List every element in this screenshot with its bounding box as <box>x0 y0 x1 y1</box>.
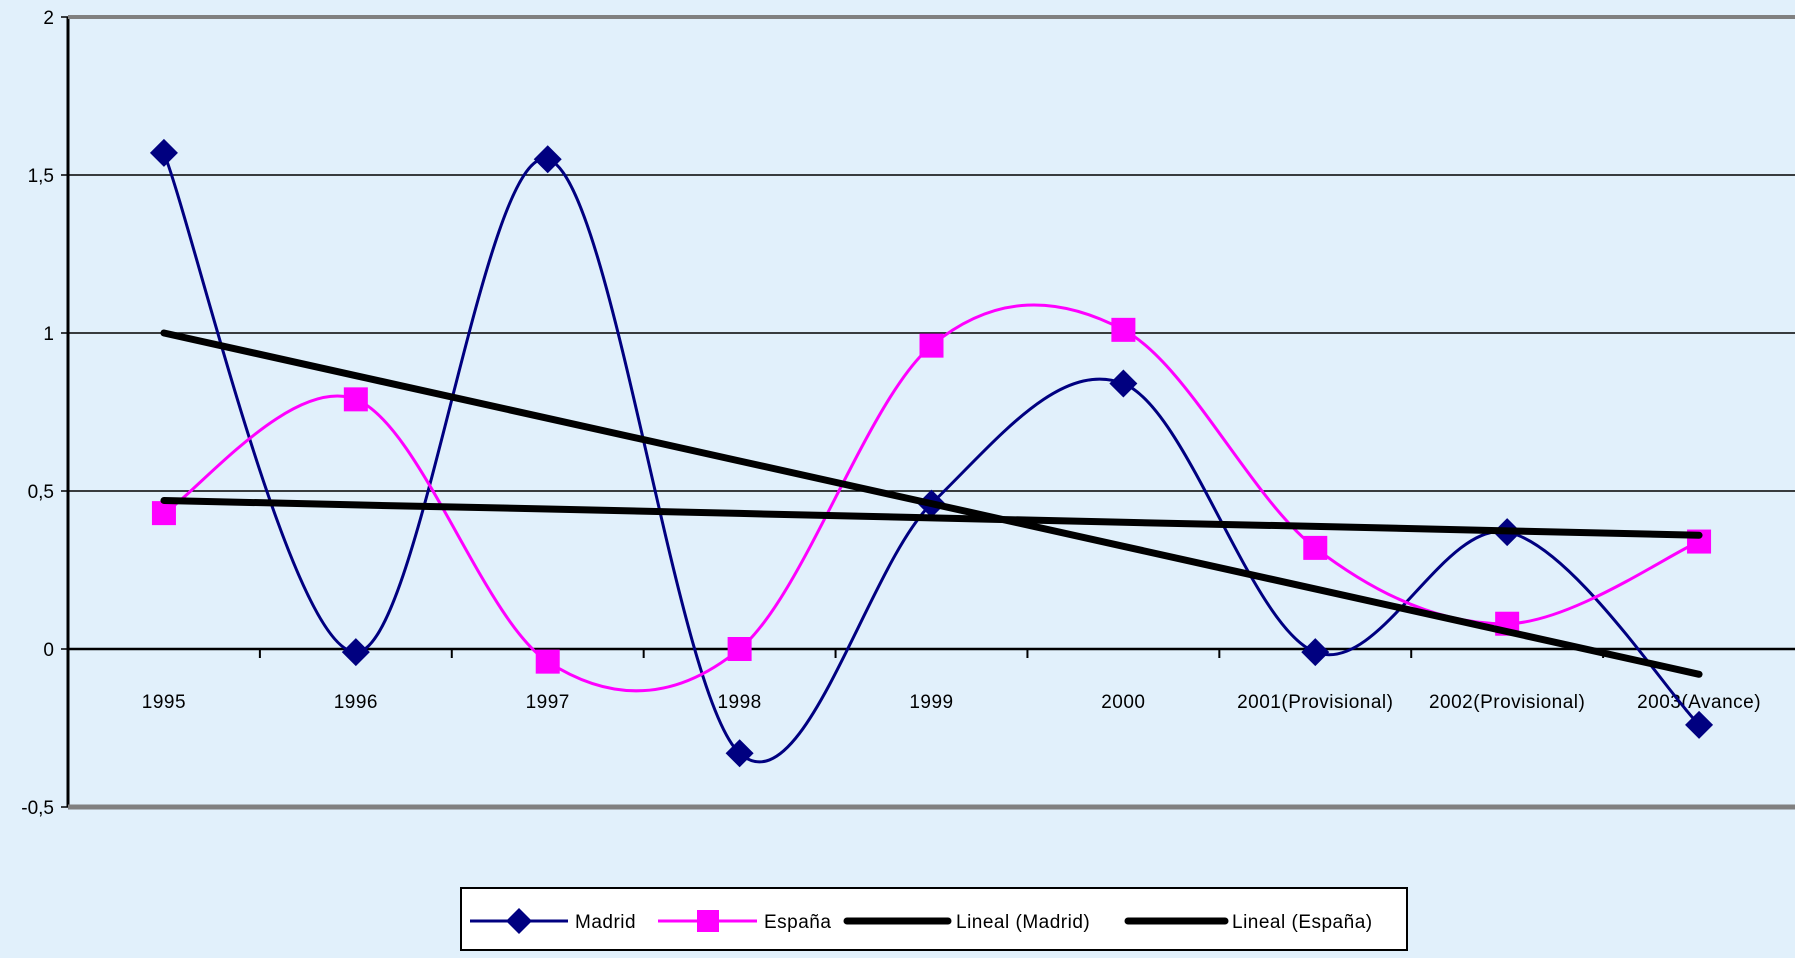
x-tick-label: 1997 <box>526 692 570 713</box>
data-point-espana <box>919 333 944 358</box>
y-tick-label: 0 <box>43 640 54 661</box>
x-tick-label: 1998 <box>717 692 761 713</box>
legend-label-espana: España <box>764 912 831 933</box>
x-tick-label: 1995 <box>142 692 186 713</box>
legend-label-lineal-madrid: Lineal (Madrid) <box>956 912 1090 933</box>
data-point-espana <box>727 637 752 661</box>
legend-item-lineal-espana: Lineal (España) <box>1124 912 1373 933</box>
data-point-madrid <box>533 145 562 174</box>
data-point-espana <box>343 387 368 412</box>
data-point-madrid <box>1685 710 1714 739</box>
y-tick-label: 2 <box>43 8 54 29</box>
x-tick-label: 2003(Avance) <box>1637 692 1761 713</box>
y-tick-label: 1 <box>43 324 54 345</box>
legend-label-madrid: Madrid <box>575 912 636 933</box>
data-point-madrid <box>725 739 754 768</box>
data-point-madrid <box>149 138 178 167</box>
data-point-espana <box>535 649 560 674</box>
x-tick-label: 2002(Provisional) <box>1429 692 1585 713</box>
data-point-madrid <box>341 638 370 667</box>
x-tick-label: 2001(Provisional) <box>1237 692 1393 713</box>
legend-item-madrid: Madrid <box>470 908 636 934</box>
data-point-madrid <box>1301 638 1330 667</box>
data-point-madrid <box>1109 369 1138 398</box>
data-point-espana <box>1303 535 1328 560</box>
x-tick-label: 1999 <box>909 692 953 713</box>
y-tick-label: -0,5 <box>21 798 54 819</box>
trendline-lineal-madrid <box>160 329 1703 678</box>
plot-area <box>68 17 1795 807</box>
x-tick-label: 1996 <box>334 692 378 713</box>
data-point-espana <box>151 501 176 526</box>
legend: Madrid España Lineal (Madrid) Lineal (Es… <box>460 887 1408 951</box>
legend-item-lineal-madrid: Lineal (Madrid) <box>843 912 1090 933</box>
trendlines <box>160 329 1703 678</box>
y-tick-labels: -0,5 0 0,5 1 1,5 2 <box>21 8 54 819</box>
data-series <box>149 138 1714 768</box>
diamond-marker-icon <box>506 908 532 934</box>
series-madrid <box>149 138 1714 768</box>
data-point-espana <box>1111 317 1136 342</box>
y-tick-label: 1,5 <box>28 166 54 187</box>
legend-box <box>460 887 1408 951</box>
x-tick-label: 2000 <box>1101 692 1145 713</box>
square-marker-icon <box>697 910 719 932</box>
x-tick-labels: 1995 1996 1997 1998 1999 2000 2001(Provisional… <box>142 692 1761 713</box>
legend-label-lineal-espana: Lineal (España) <box>1232 912 1373 933</box>
y-tick-label: 0,5 <box>28 482 54 503</box>
series-line-espana <box>163 303 1700 693</box>
legend-item-espana: España <box>658 910 831 933</box>
trendline-lineal-espana <box>160 496 1703 539</box>
series-line-madrid <box>162 152 1701 764</box>
